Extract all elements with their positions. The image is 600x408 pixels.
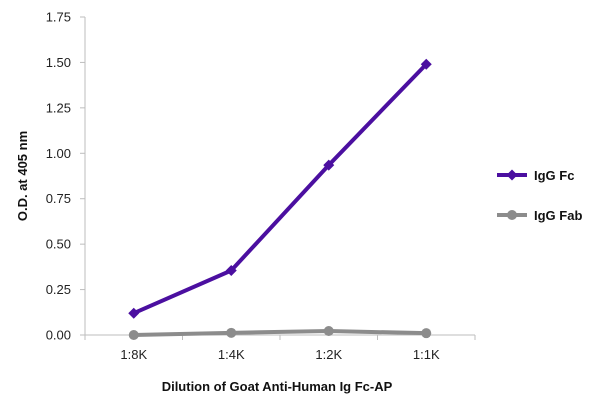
- legend-marker: [507, 210, 517, 220]
- data-point: [225, 264, 237, 276]
- legend: IgG Fc IgG Fab: [497, 168, 582, 223]
- x-tick-label: 1:8K: [120, 347, 147, 362]
- x-tick-label: 1:4K: [218, 347, 245, 362]
- x-axis-ticks: 1:8K 1:4K 1:2K 1:1K: [84, 335, 476, 362]
- y-tick-label: 0.00: [46, 328, 71, 343]
- y-tick-label: 1.50: [46, 55, 71, 70]
- data-point: [420, 58, 432, 70]
- series-1: [128, 326, 432, 340]
- x-axis-title: Dilution of Goat Anti-Human Ig Fc-AP: [162, 379, 393, 394]
- plot-area: 0.00 0.25 0.50 0.75 1.00 1.25 1.50 1.75 1:8K 1:4…: [46, 10, 476, 362]
- series-line: [132, 62, 428, 316]
- legend-label: IgG Fab: [534, 208, 582, 223]
- y-tick-label: 0.50: [46, 237, 71, 252]
- data-point: [323, 159, 335, 171]
- legend-marker: [506, 169, 518, 181]
- series-layer: [128, 58, 432, 340]
- x-tick-label: 1:1K: [413, 347, 440, 362]
- legend-item: IgG Fc: [497, 168, 574, 183]
- y-tick-label: 0.25: [46, 282, 71, 297]
- y-tick-label: 1.75: [46, 10, 71, 25]
- y-axis-ticks: 0.00 0.25 0.50 0.75 1.00 1.25 1.50 1.75: [46, 10, 85, 343]
- data-point: [128, 307, 140, 319]
- y-tick-label: 1.25: [46, 100, 71, 115]
- y-tick-label: 1.00: [46, 146, 71, 161]
- y-axis-title: O.D. at 405 nm: [15, 131, 30, 221]
- legend-label: IgG Fc: [534, 168, 574, 183]
- x-tick-label: 1:2K: [315, 347, 342, 362]
- y-tick-label: 0.75: [46, 191, 71, 206]
- series-0: [128, 58, 432, 319]
- data-point: [128, 330, 139, 340]
- data-point: [226, 327, 237, 338]
- series-line: [133, 329, 427, 337]
- legend-item: IgG Fab: [497, 208, 582, 223]
- data-point: [421, 328, 432, 339]
- data-point: [323, 326, 334, 337]
